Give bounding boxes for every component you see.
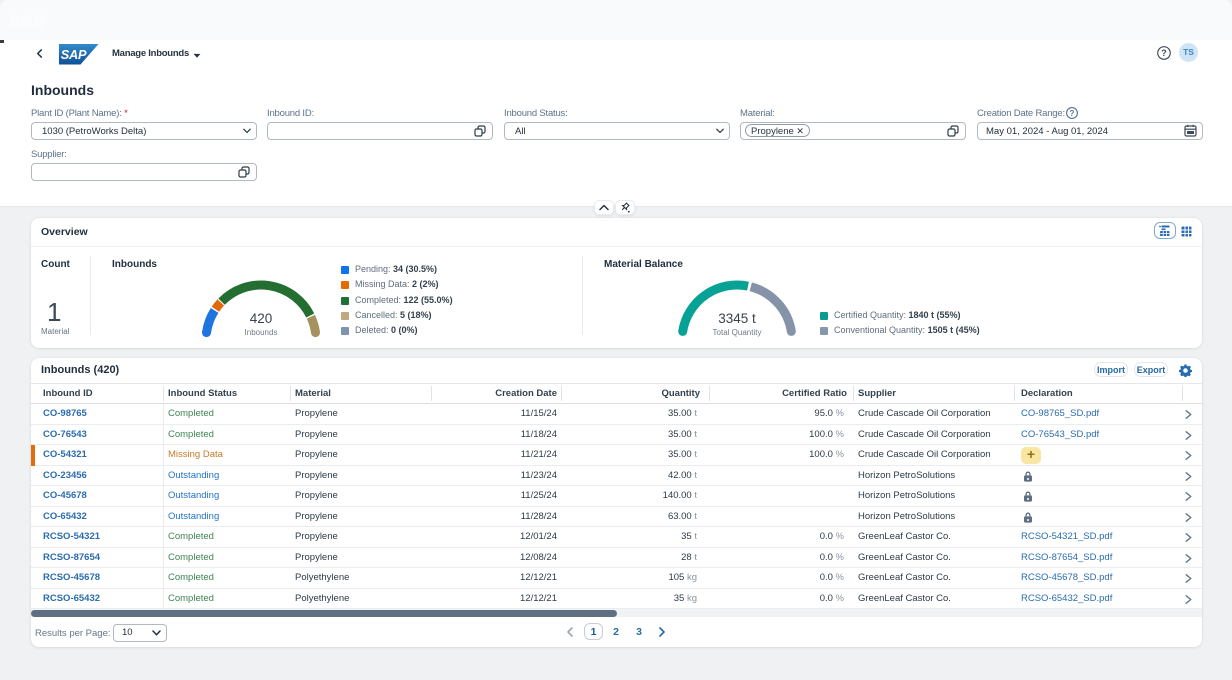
svg-text:SAP: SAP	[61, 47, 87, 62]
svg-text:?: ?	[1161, 48, 1166, 58]
svg-text:?: ?	[1070, 109, 1075, 118]
